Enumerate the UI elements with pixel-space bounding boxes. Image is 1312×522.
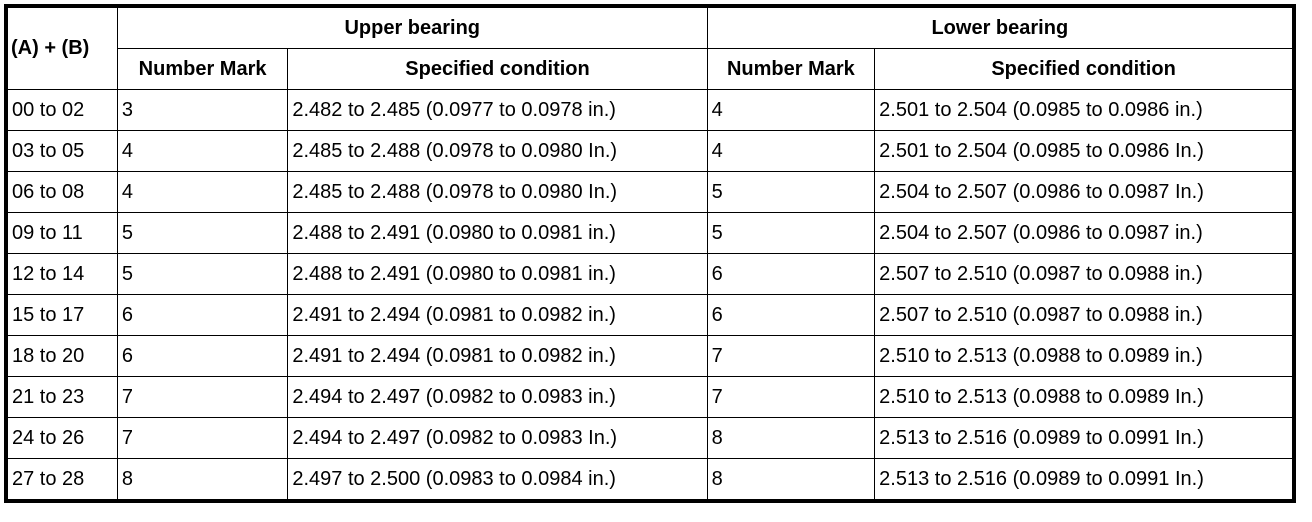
table-cell: 6 xyxy=(116,335,289,377)
table-cell: 18 to 20 xyxy=(5,335,118,377)
table-cell: 5 xyxy=(706,171,876,213)
table-cell: 2.507 to 2.510 (0.0987 to 0.0988 in.) xyxy=(874,294,1295,336)
table-cell: 7 xyxy=(116,417,289,459)
table-row: 18 to 20 6 2.491 to 2.494 (0.0981 to 0.098… xyxy=(5,335,1295,377)
table-cell: 6 xyxy=(116,294,289,336)
table-cell: 5 xyxy=(116,253,289,295)
table-cell: 8 xyxy=(706,417,876,459)
table-cell: 2.510 to 2.513 (0.0988 to 0.0989 In.) xyxy=(874,376,1295,418)
header-cell: Upper bearing xyxy=(116,5,708,49)
table-cell: 2.494 to 2.497 (0.0982 to 0.0983 in.) xyxy=(287,376,708,418)
bearing-table: (A) + (B) Upper bearing Lower bearing Nu… xyxy=(4,4,1296,503)
table-cell: 8 xyxy=(706,458,876,502)
table-cell: 2.513 to 2.516 (0.0989 to 0.0991 In.) xyxy=(874,417,1295,459)
table-cell: 2.504 to 2.507 (0.0986 to 0.0987 In.) xyxy=(874,171,1295,213)
table-head: (A) + (B) Upper bearing Lower bearing Nu… xyxy=(5,5,1295,90)
header-cell: (A) + (B) xyxy=(5,5,118,90)
table-cell: 4 xyxy=(116,130,289,172)
subheader-cell: Number Mark xyxy=(116,48,289,90)
table-cell: 15 to 17 xyxy=(5,294,118,336)
table-cell: 5 xyxy=(116,212,289,254)
table-row: 06 to 08 4 2.485 to 2.488 (0.0978 to 0.098… xyxy=(5,171,1295,213)
header-cell: Lower bearing xyxy=(706,5,1295,49)
table-row: 09 to 11 5 2.488 to 2.491 (0.0980 to 0.098… xyxy=(5,212,1295,254)
table-row: 24 to 26 7 2.494 to 2.497 (0.0982 to 0.098… xyxy=(5,417,1295,459)
table-cell: 2.504 to 2.507 (0.0986 to 0.0987 in.) xyxy=(874,212,1295,254)
table-cell: 2.507 to 2.510 (0.0987 to 0.0988 in.) xyxy=(874,253,1295,295)
table-cell: 4 xyxy=(116,171,289,213)
table-cell: 5 xyxy=(706,212,876,254)
table-cell: 24 to 26 xyxy=(5,417,118,459)
table-cell: 27 to 28 xyxy=(5,458,118,502)
table-cell: 6 xyxy=(706,294,876,336)
table-row: 21 to 23 7 2.494 to 2.497 (0.0982 to 0.098… xyxy=(5,376,1295,418)
table-cell: 8 xyxy=(116,458,289,502)
table-cell: 7 xyxy=(706,335,876,377)
table-cell: 09 to 11 xyxy=(5,212,118,254)
table-cell: 2.491 to 2.494 (0.0981 to 0.0982 in.) xyxy=(287,294,708,336)
table-cell: 3 xyxy=(116,89,289,131)
table-row: 12 to 14 5 2.488 to 2.491 (0.0980 to 0.098… xyxy=(5,253,1295,295)
table-cell: 03 to 05 xyxy=(5,130,118,172)
subheader-cell: Number Mark xyxy=(706,48,876,90)
table-body: 00 to 02 3 2.482 to 2.485 (0.0977 to 0.097… xyxy=(5,89,1295,502)
table-cell: 00 to 02 xyxy=(5,89,118,131)
table-cell: 21 to 23 xyxy=(5,376,118,418)
table-cell: 2.485 to 2.488 (0.0978 to 0.0980 In.) xyxy=(287,171,708,213)
table-cell: 06 to 08 xyxy=(5,171,118,213)
table-row: 27 to 28 8 2.497 to 2.500 (0.0983 to 0.098… xyxy=(5,458,1295,502)
table-cell: 2.494 to 2.497 (0.0982 to 0.0983 In.) xyxy=(287,417,708,459)
subheader-cell: Specified condition xyxy=(874,48,1295,90)
table-cell: 2.488 to 2.491 (0.0980 to 0.0981 in.) xyxy=(287,212,708,254)
table-cell: 4 xyxy=(706,130,876,172)
table-cell: 2.491 to 2.494 (0.0981 to 0.0982 in.) xyxy=(287,335,708,377)
subheader-cell: Specified condition xyxy=(287,48,708,90)
table-cell: 4 xyxy=(706,89,876,131)
table-cell: 12 to 14 xyxy=(5,253,118,295)
table-cell: 7 xyxy=(116,376,289,418)
table-cell: 2.497 to 2.500 (0.0983 to 0.0984 in.) xyxy=(287,458,708,502)
table-cell: 6 xyxy=(706,253,876,295)
table-cell: 2.501 to 2.504 (0.0985 to 0.0986 in.) xyxy=(874,89,1295,131)
table-row: 03 to 05 4 2.485 to 2.488 (0.0978 to 0.098… xyxy=(5,130,1295,172)
table-cell: 2.482 to 2.485 (0.0977 to 0.0978 in.) xyxy=(287,89,708,131)
table-row: 00 to 02 3 2.482 to 2.485 (0.0977 to 0.097… xyxy=(5,89,1295,131)
table-row: 15 to 17 6 2.491 to 2.494 (0.0981 to 0.098… xyxy=(5,294,1295,336)
table-cell: 2.501 to 2.504 (0.0985 to 0.0986 In.) xyxy=(874,130,1295,172)
table-cell: 2.485 to 2.488 (0.0978 to 0.0980 In.) xyxy=(287,130,708,172)
subheader-row: Number Mark Specified condition Number M… xyxy=(6,48,1295,90)
header-row: (A) + (B) Upper bearing Lower bearing xyxy=(5,5,1295,90)
table-cell: 2.488 to 2.491 (0.0980 to 0.0981 in.) xyxy=(287,253,708,295)
table-cell: 7 xyxy=(706,376,876,418)
table-cell: 2.510 to 2.513 (0.0988 to 0.0989 in.) xyxy=(874,335,1295,377)
table-cell: 2.513 to 2.516 (0.0989 to 0.0991 In.) xyxy=(874,458,1295,502)
